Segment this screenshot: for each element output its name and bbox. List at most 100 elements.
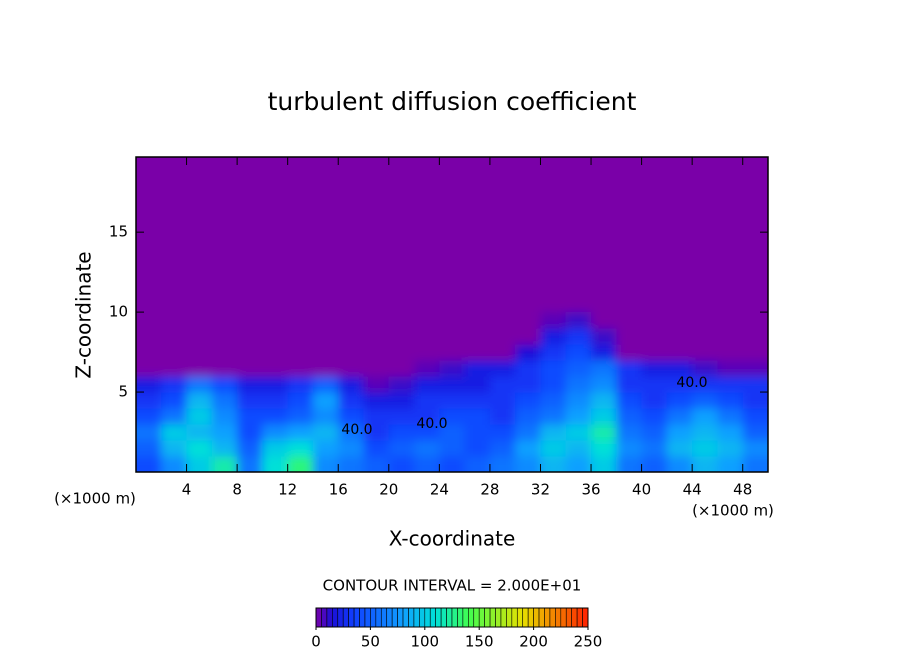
cell [616, 408, 643, 425]
x-tick-label: 24 [430, 481, 449, 499]
cell [616, 440, 643, 457]
cell [161, 456, 188, 472]
cell [136, 328, 162, 345]
cell [136, 376, 162, 393]
y-axis-label: Z-coordinate [72, 251, 96, 378]
cell [717, 328, 744, 345]
cell [211, 376, 238, 393]
contour-label: 40.0 [416, 416, 447, 432]
cell [565, 456, 592, 472]
colorbar-bin [511, 607, 518, 628]
cell [616, 312, 643, 329]
cell [742, 328, 768, 345]
cell [136, 440, 162, 457]
cell [666, 408, 693, 425]
colorbar-bin [495, 607, 502, 628]
cell [287, 328, 314, 345]
cell [414, 376, 440, 393]
cell [388, 344, 415, 361]
cell [489, 408, 516, 425]
cell [439, 440, 466, 457]
cell [692, 408, 718, 425]
cell [641, 392, 668, 409]
cell [540, 408, 567, 425]
cell [287, 360, 314, 377]
cell [489, 392, 516, 409]
cell [211, 440, 238, 457]
cell [186, 328, 213, 345]
y-unit: (×1000 m) [54, 490, 136, 508]
cell [414, 328, 440, 345]
colorbar-bin [522, 607, 529, 628]
colorbar-bin [424, 607, 431, 628]
cell [515, 376, 541, 393]
cell [742, 440, 768, 457]
cell [363, 392, 390, 409]
cell [692, 376, 718, 393]
cell [439, 328, 466, 345]
colorbar-tick-label: 250 [574, 633, 603, 651]
colorbar-bin [582, 607, 589, 628]
cell [136, 344, 162, 361]
cell [186, 424, 213, 441]
cell [262, 456, 289, 472]
cell [717, 408, 744, 425]
cell [591, 424, 617, 441]
cell [338, 408, 365, 425]
cell [388, 440, 415, 457]
cell [641, 376, 668, 393]
colorbar-bin [408, 607, 415, 628]
cell [186, 344, 213, 361]
colorbar-frame [315, 607, 589, 628]
cell [515, 392, 541, 409]
cell [363, 360, 390, 377]
cell [489, 344, 516, 361]
cell [338, 344, 365, 361]
cell [136, 312, 162, 329]
x-tick-label: 4 [182, 481, 192, 499]
cell [211, 456, 238, 472]
colorbar-bin [538, 607, 545, 628]
cell [414, 312, 440, 329]
cell [262, 376, 289, 393]
cell [338, 440, 365, 457]
colorbar-bin [315, 607, 322, 628]
cell [287, 440, 314, 457]
cell [237, 408, 263, 425]
cell [211, 424, 238, 441]
cell [338, 424, 365, 441]
cell [515, 360, 541, 377]
cell [464, 376, 491, 393]
cell [363, 344, 390, 361]
cell [489, 312, 516, 329]
cell [211, 392, 238, 409]
cell [717, 360, 744, 377]
cell [666, 328, 693, 345]
cell [565, 328, 592, 345]
cell [591, 408, 617, 425]
cell [742, 456, 768, 472]
colorbar-bin [380, 607, 388, 628]
cell [161, 328, 188, 345]
cell [464, 360, 491, 377]
cell [565, 312, 592, 329]
colorbar-bin [462, 607, 469, 628]
cell [237, 360, 263, 377]
cell [591, 312, 617, 329]
colorbar-bin [348, 607, 355, 628]
cell [211, 408, 238, 425]
colorbar-bin [457, 607, 464, 628]
cell [717, 344, 744, 361]
cell [515, 344, 541, 361]
colorbar-bin [478, 607, 485, 628]
cell [262, 440, 289, 457]
colorbar-bin [337, 607, 344, 628]
cell [641, 424, 668, 441]
cell [262, 344, 289, 361]
colorbar-bin [489, 607, 496, 628]
colorbar-bin [446, 607, 453, 628]
cell [363, 376, 390, 393]
cell [161, 360, 188, 377]
cell [464, 424, 491, 441]
colorbar-bin [473, 607, 480, 628]
